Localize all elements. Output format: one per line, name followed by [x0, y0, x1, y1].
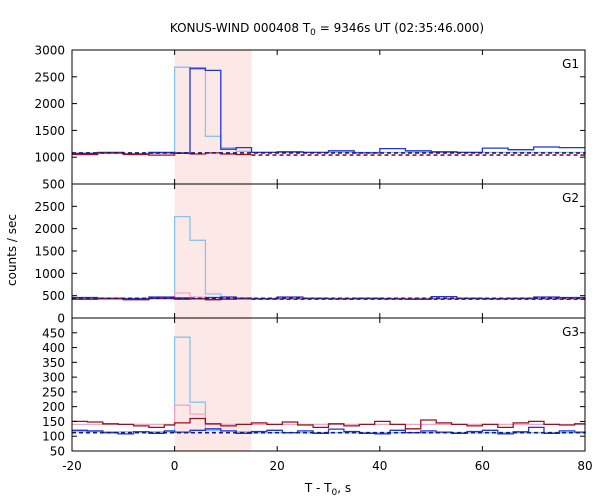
y-tick-label: 450	[42, 326, 65, 340]
y-tick-label: 1000	[34, 267, 65, 281]
y-tick-label: 100	[42, 430, 65, 444]
series-light-blue-line	[72, 215, 585, 300]
x-tick-label: 60	[475, 459, 490, 473]
y-tick-label: 500	[42, 289, 65, 303]
y-tick-label: 2000	[34, 97, 65, 111]
y-tick-label: 150	[42, 415, 65, 429]
series-light-blue-line	[72, 336, 585, 434]
y-tick-label: 200	[42, 400, 65, 414]
panel-label: G3	[562, 325, 579, 339]
panels-group: 50010001500200025003000G1050010001500200…	[34, 44, 592, 474]
y-tick-label: 1000	[34, 151, 65, 165]
chart-title-main: KONUS-WIND 000408 T	[170, 21, 311, 35]
x-tick-label: -20	[62, 459, 82, 473]
panel-g1: 500 1000 1500 2000 2500 3000 G1	[34, 44, 586, 192]
y-tick-label: 350	[42, 356, 65, 370]
shaded-interval	[174, 184, 252, 318]
panel-frame	[71, 49, 586, 185]
x-axis-label-main: T - T	[304, 481, 332, 495]
y-tick-label: 300	[42, 371, 65, 385]
y-tick-label: 2500	[34, 200, 65, 214]
x-axis-label-subscript: 0	[332, 488, 338, 498]
panel-frame	[71, 317, 586, 452]
x-tick-label: 80	[577, 459, 592, 473]
y-tick-label: 0	[57, 312, 65, 326]
y-tick-label: 1500	[34, 245, 65, 259]
panel-label: G2	[562, 191, 579, 205]
shaded-interval	[174, 318, 252, 451]
y-tick-label: 500	[42, 178, 65, 192]
series-dark-red-line	[72, 417, 585, 430]
series-dark-red-dashed-line	[251, 154, 586, 156]
y-tick-label: 50	[50, 445, 65, 459]
y-tick-label: 3000	[34, 44, 65, 58]
x-axis-label: T - T0, s	[304, 481, 351, 498]
chart-title-rest: = 9346s UT (02:35:46.000)	[316, 21, 484, 35]
series-dark-red-line	[72, 152, 252, 156]
shaded-interval	[174, 50, 252, 184]
series-dark-red-line	[72, 297, 252, 301]
chart-title-subscript: 0	[310, 28, 316, 38]
y-tick-label: 250	[42, 385, 65, 399]
y-tick-label: 400	[42, 341, 65, 355]
series-light-blue-line	[72, 66, 585, 155]
series-pink-line	[72, 404, 585, 426]
y-axis-label: counts / sec	[5, 214, 19, 286]
x-tick-label: 0	[171, 459, 179, 473]
x-tick-label: 20	[270, 459, 285, 473]
series-blue-line	[72, 295, 585, 300]
panel-g2: 0 500 1000 1500 2000 2500 G2	[34, 183, 586, 326]
y-tick-label: 2000	[34, 222, 65, 236]
x-axis-label-rest: , s	[337, 481, 351, 495]
y-tick-label: 2500	[34, 70, 65, 84]
series-blue-line	[72, 67, 585, 155]
chart-title: KONUS-WIND 000408 T0 = 9346s UT (02:35:4…	[170, 21, 484, 38]
y-tick-label: 1500	[34, 124, 65, 138]
x-tick-label: 40	[372, 459, 387, 473]
panel-label: G1	[562, 57, 579, 71]
